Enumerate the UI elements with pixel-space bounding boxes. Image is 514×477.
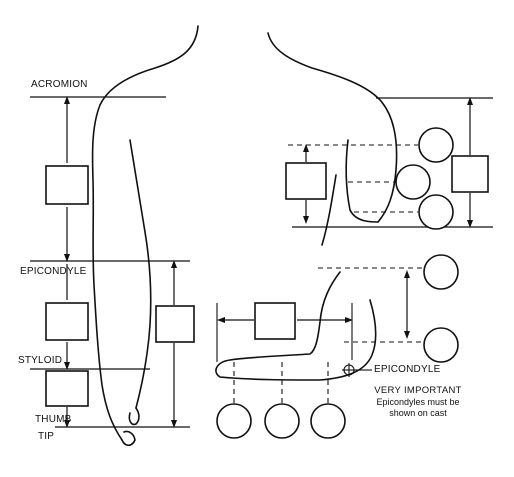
label-epicondyle-left: EPICONDYLE [20, 266, 87, 277]
right-torso-outline [267, 32, 398, 246]
note-heading: VERY IMPORTANT [374, 385, 462, 396]
box-forearm-section [254, 302, 296, 340]
epicondyle-marker [342, 363, 372, 377]
circle-forearm-2 [264, 403, 300, 439]
label-tip: TIP [38, 431, 55, 442]
circle-upper-arm-top [418, 127, 454, 163]
label-styloid: STYLOID [18, 355, 63, 366]
measurement-boxes [45, 155, 489, 407]
box-forearm-length [45, 302, 89, 341]
circle-forearm-3 [310, 403, 346, 439]
right-forearm-outline [215, 271, 377, 381]
label-acromion: ACROMION [31, 79, 88, 90]
circle-upper-arm-mid [395, 164, 431, 200]
forearm-extension-lines [216, 303, 353, 362]
circumference-circles [216, 127, 459, 439]
box-upper-arm-length [45, 165, 89, 205]
label-thumb: THUMB [35, 414, 72, 425]
circle-forearm-1 [216, 403, 252, 439]
note-line-1: Epicondyles must be [376, 396, 460, 407]
box-hand-length [45, 370, 89, 407]
dashed-guides [233, 144, 424, 405]
circle-elbow-bottom [423, 327, 459, 363]
circle-elbow-top [423, 254, 459, 290]
box-upper-arm-section [285, 162, 327, 200]
reference-lines [30, 96, 493, 428]
dimension-arrows [64, 96, 473, 428]
important-note: VERY IMPORTANT Epicondyles must be shown… [362, 385, 474, 419]
circle-upper-arm-bottom [418, 194, 454, 230]
left-arm-outline [91, 25, 199, 447]
label-epicondyle-right: EPICONDYLE [374, 364, 441, 375]
note-line-2: shown on cast [389, 408, 447, 419]
box-shoulder-length [451, 155, 489, 193]
box-elbow-to-tip [155, 305, 195, 343]
